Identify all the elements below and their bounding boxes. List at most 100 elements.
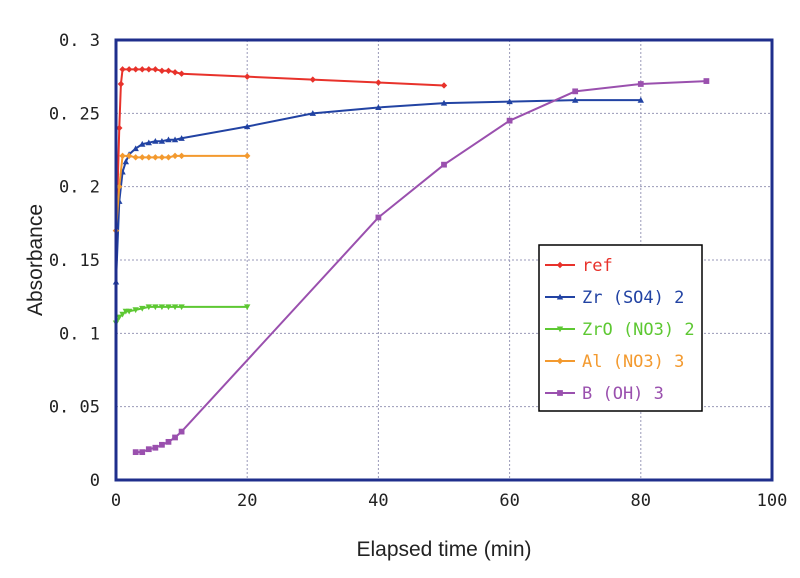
- ticks: 0 20 40 60 80 100 0 0. 05 0. 1 0. 15 0. 2 0. 25 0. 3: [49, 31, 788, 511]
- data-point: [139, 140, 146, 147]
- data-point: [117, 80, 125, 88]
- data-point: [244, 73, 251, 80]
- data-point: [506, 117, 513, 124]
- data-point: [158, 154, 166, 161]
- data-point: [244, 123, 251, 130]
- data-point: [125, 308, 133, 315]
- data-point: [116, 183, 123, 190]
- data-point: [171, 136, 179, 143]
- data-point: [132, 154, 139, 161]
- legend-label: ZrO (NO3) 2: [582, 320, 695, 340]
- data-point: [122, 158, 130, 165]
- data-point: [309, 76, 316, 83]
- x-tick-label: 40: [368, 491, 388, 511]
- series-2: [112, 304, 251, 327]
- data-point: [637, 96, 644, 103]
- legend-swatch-marker: [556, 293, 564, 300]
- data-point: [171, 69, 179, 76]
- legend-swatch-marker: [557, 390, 563, 396]
- x-tick-label: 100: [757, 491, 788, 511]
- data-point: [132, 145, 139, 152]
- data-point: [152, 444, 159, 451]
- data-point: [139, 449, 146, 456]
- y-tick-label: 0. 05: [49, 398, 100, 418]
- data-point: [178, 428, 185, 435]
- data-point: [637, 81, 644, 87]
- y-tick-label: 0. 25: [49, 104, 100, 124]
- legend-swatch-marker: [556, 357, 564, 365]
- data-point: [165, 438, 172, 445]
- data-point: [152, 154, 159, 161]
- legend-label: Zr (SO4) 2: [582, 288, 684, 308]
- data-point: [165, 67, 172, 74]
- data-point: [116, 314, 123, 321]
- legend-entry-4: B (OH) 3: [545, 384, 664, 404]
- data-point: [172, 434, 178, 441]
- y-tick-label: 0: [90, 471, 100, 491]
- legend-swatch-marker: [556, 326, 564, 333]
- legend: ref Zr (SO4) 2 ZrO (NO3) 2 Al (NO3) 3 B (OH)…: [538, 244, 703, 412]
- data-point: [132, 66, 139, 73]
- data-point: [158, 138, 166, 144]
- data-point: [375, 79, 382, 86]
- data-point: [165, 304, 172, 311]
- series-4: [132, 78, 710, 456]
- data-point: [132, 449, 139, 456]
- data-point: [572, 88, 579, 95]
- data-point: [440, 99, 448, 106]
- y-axis-label: Absorbance: [24, 204, 47, 316]
- data-point: [139, 305, 146, 312]
- data-point: [158, 304, 166, 311]
- x-tick-label: 20: [237, 491, 257, 511]
- legend-entry-1: Zr (SO4) 2: [545, 288, 684, 308]
- data-point: [152, 138, 159, 144]
- legend-entry-3: Al (NO3) 3: [545, 352, 684, 372]
- y-tick-label: 0. 2: [59, 178, 100, 198]
- data-point: [159, 441, 165, 448]
- plot-frame: [114, 38, 774, 482]
- data-point: [244, 152, 251, 160]
- x-axis-label: Elapsed time (min): [356, 538, 531, 561]
- x-tick-label: 80: [631, 491, 651, 511]
- data-point: [572, 96, 579, 103]
- data-point: [145, 304, 152, 311]
- data-point: [152, 66, 159, 73]
- y-tick-label: 0. 1: [59, 324, 100, 344]
- series-line: [115, 68, 445, 231]
- data-point: [145, 446, 152, 453]
- data-point: [506, 98, 513, 105]
- data-point: [178, 304, 185, 311]
- data-point: [165, 136, 172, 143]
- series-layer: [112, 66, 710, 456]
- y-tick-label: 0. 3: [59, 31, 100, 51]
- series-line: [115, 154, 248, 231]
- data-point: [132, 307, 139, 314]
- legend-label: ref: [582, 256, 613, 276]
- data-point: [145, 66, 152, 73]
- legend-swatch-marker: [556, 261, 564, 269]
- x-tick-label: 60: [499, 491, 519, 511]
- legend-label: B (OH) 3: [582, 384, 664, 404]
- data-point: [171, 152, 179, 160]
- data-point: [441, 161, 447, 168]
- data-point: [119, 152, 126, 160]
- data-point: [152, 304, 159, 311]
- data-point: [440, 82, 448, 89]
- data-point: [375, 104, 382, 111]
- data-point: [178, 135, 185, 141]
- data-point: [178, 70, 185, 77]
- data-point: [171, 304, 179, 311]
- data-point: [703, 78, 710, 84]
- data-point: [139, 66, 146, 73]
- data-point: [309, 110, 316, 116]
- data-point: [116, 124, 123, 132]
- data-point: [178, 152, 185, 160]
- legend-entry-2: ZrO (NO3) 2: [545, 320, 695, 340]
- data-point: [125, 152, 133, 160]
- data-point: [139, 154, 146, 161]
- series-0: [112, 66, 448, 234]
- data-point: [119, 66, 126, 73]
- y-tick-label: 0. 15: [49, 251, 100, 271]
- data-point: [145, 154, 152, 161]
